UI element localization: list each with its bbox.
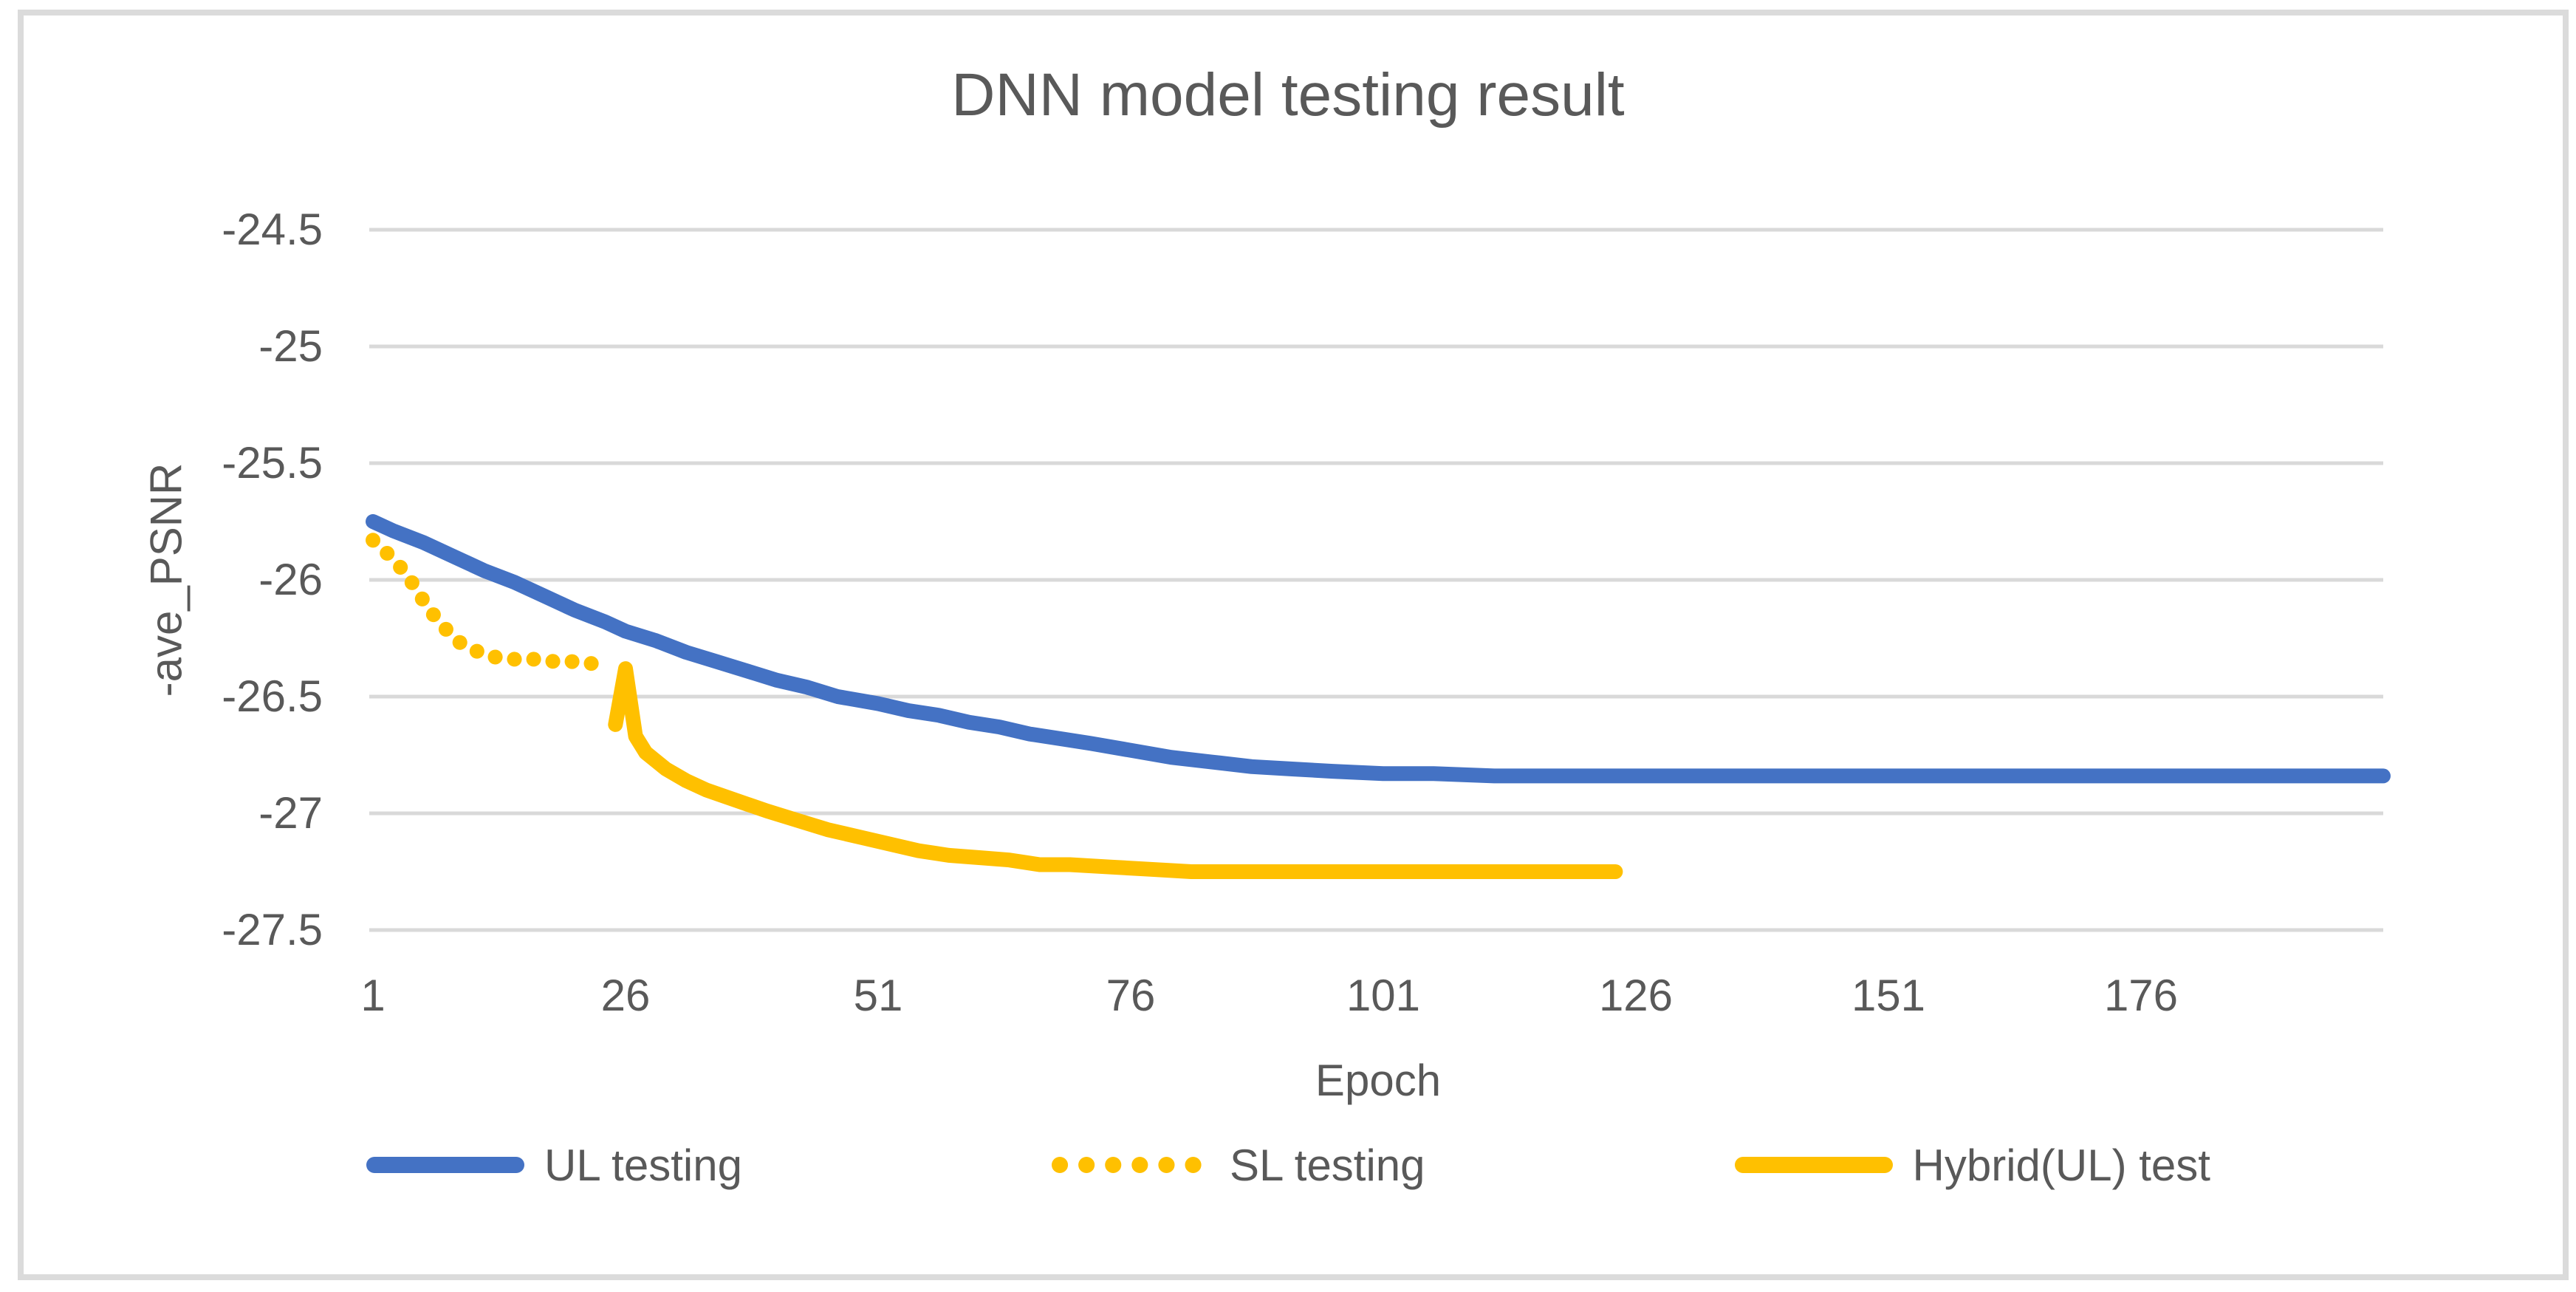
legend-item-sl-testing: SL testing — [1051, 1140, 1425, 1191]
x-tick-label: 151 — [1851, 971, 1926, 1020]
series-lines — [366, 514, 2391, 879]
legend-label: Hybrid(UL) test — [1912, 1140, 2210, 1190]
gridlines — [369, 228, 2383, 932]
legend-swatch-line-icon — [1734, 1157, 1893, 1173]
x-tick-label: 51 — [853, 971, 903, 1020]
legend-label: UL testing — [544, 1140, 742, 1190]
y-tick-label: -27.5 — [222, 905, 323, 954]
series-line-hybrid-ul-test — [608, 661, 1623, 879]
y-tick-label: -24.5 — [222, 205, 323, 254]
x-axis-title: Epoch — [1315, 1056, 1442, 1105]
chart-title: DNN model testing result — [951, 61, 1625, 129]
x-tick-label: 76 — [1106, 971, 1156, 1020]
y-tick-label: -25 — [258, 321, 323, 371]
legend-label: SL testing — [1229, 1140, 1425, 1190]
legend-item-ul-testing: UL testing — [366, 1140, 742, 1191]
x-tick-label: 1 — [360, 971, 386, 1020]
y-tick-label: -27 — [258, 788, 323, 838]
chart-border — [18, 10, 2569, 1280]
legend: UL testing SL testing Hybrid(UL) test — [0, 1135, 2576, 1194]
y-tick-label: -25.5 — [222, 438, 323, 488]
x-tick-label: 101 — [1346, 971, 1421, 1020]
legend-swatch-dotted-icon — [1051, 1157, 1210, 1173]
x-tick-label: 26 — [600, 971, 651, 1020]
series-line-sl-testing — [366, 533, 613, 671]
y-tick-label: -26.5 — [222, 671, 323, 721]
legend-swatch-line-icon — [366, 1157, 525, 1173]
legend-item-hybrid-ul-test: Hybrid(UL) test — [1734, 1140, 2210, 1191]
x-tick-label: 176 — [2103, 971, 2179, 1020]
x-tick-label: 126 — [1598, 971, 1674, 1020]
y-tick-label: -26 — [258, 555, 323, 604]
series-line-ul-testing — [366, 514, 2391, 784]
